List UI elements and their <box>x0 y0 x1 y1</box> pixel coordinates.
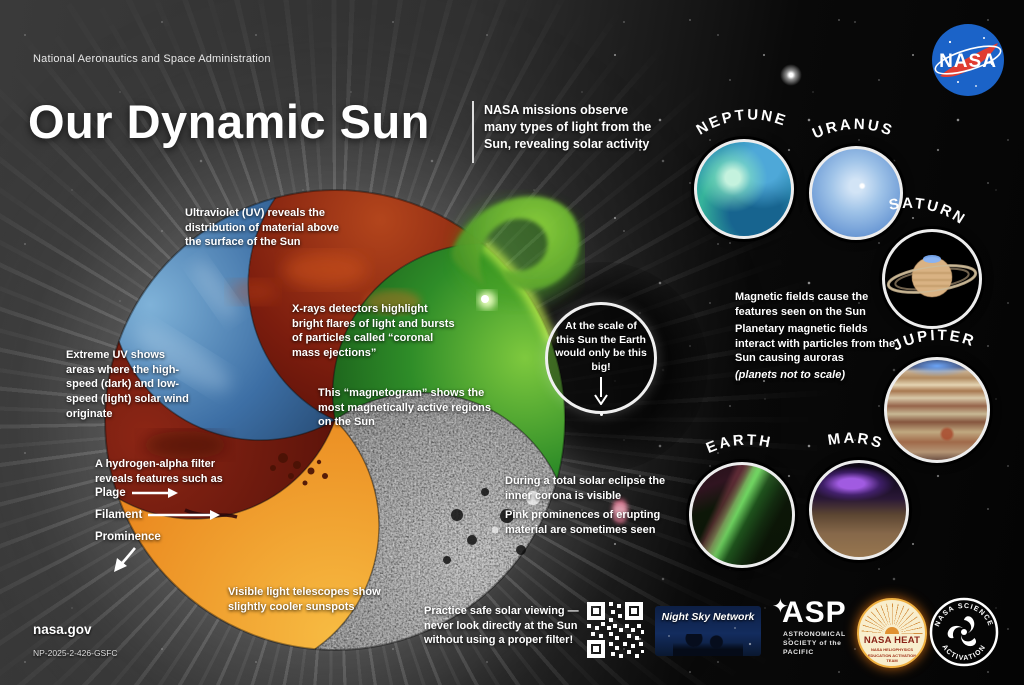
visible-note: Visible light telescopes show slightly c… <box>228 586 381 613</box>
swirl-icon <box>947 616 977 647</box>
planet-label-earth: EARTH <box>703 429 775 457</box>
eclipse-note-2: Pink prominences of erupting material ar… <box>505 509 661 536</box>
segment-visible <box>118 420 380 650</box>
planet-jupiter <box>884 357 990 463</box>
pink-prominence <box>612 498 628 524</box>
tiny-earth-dot <box>599 412 603 416</box>
nasa-logo-swoosh <box>940 43 998 78</box>
planet-label-uranus: URANUS <box>810 114 897 142</box>
svg-text:JUPITER: JUPITER <box>890 325 979 355</box>
planet-uranus <box>809 146 903 240</box>
agency-name: National Aeronautics and Space Administr… <box>33 53 271 65</box>
segment-extreme-uv <box>118 197 335 441</box>
down-left-arrow-icon <box>114 547 136 572</box>
segment-halpha <box>105 341 335 519</box>
night-sky-network-label: Night Sky Network <box>661 611 755 623</box>
qr-code <box>587 602 644 658</box>
earth-scale-text: At the scale of this Sun the Earth would… <box>555 320 647 373</box>
planet-label-jupiter: JUPITER <box>890 325 979 355</box>
right-arrow-icon <box>148 510 221 520</box>
nasa-heat-logo: NASA HEAT NASA HELIOPHYSICS EDUCATION AC… <box>857 598 927 668</box>
stargazers-silhouette <box>673 634 743 656</box>
asp-logo: ✦ ASP ASTRONOMICAL SOCIETY of the PACIFI… <box>766 596 862 666</box>
asp-acronym: ASP <box>782 596 847 629</box>
magnetogram-note: This “magnetogram” shows the most magnet… <box>318 387 492 429</box>
uv-note: Ultraviolet (UV) reveals the distributio… <box>185 207 340 249</box>
down-arrow-icon <box>594 376 608 406</box>
magnetic-note-2: Planetary magnetic fields interact with … <box>735 323 896 365</box>
subtitle: NASA missions observe many types of ligh… <box>484 103 652 151</box>
asp-sub-line: SOCIETY of the <box>783 640 842 648</box>
planet-saturn <box>882 229 982 329</box>
coronal-mass-ejection <box>451 196 584 344</box>
planet-mars <box>809 460 909 560</box>
magnetic-note-1: Magnetic fields cause the features seen … <box>735 291 869 318</box>
nasa-heat-subtitle: NASA HELIOPHYSICS EDUCATION ACTIVATION T… <box>867 647 917 664</box>
segment-ultraviolet <box>248 189 483 420</box>
feature-plage: Plage <box>95 487 180 499</box>
svg-text:URANUS: URANUS <box>810 114 897 142</box>
segment-seams <box>104 189 566 651</box>
planet-neptune <box>694 139 794 239</box>
planet-label-saturn: SATURN <box>884 188 971 230</box>
planet-label-neptune: NEPTUNE <box>692 102 791 139</box>
nasa-logo: NASA <box>932 24 1004 96</box>
svg-text:MARS: MARS <box>825 428 886 453</box>
night-sky-network-logo: Night Sky Network <box>655 606 761 656</box>
saturn-rings <box>886 255 978 298</box>
asp-sub-line: PACIFIC <box>783 649 814 657</box>
title-divider <box>472 101 474 163</box>
extreme-uv-note: Extreme UV shows areas where the high-sp… <box>66 349 189 420</box>
nasa-logo-orbit <box>934 45 1002 75</box>
nasa-gov-link: nasa.gov <box>33 622 92 637</box>
svg-text:EARTH: EARTH <box>703 429 775 457</box>
xray-note: X-rays detectors highlight bright flares… <box>292 303 455 359</box>
asp-sub-line: ASTRONOMICAL <box>783 631 846 638</box>
svg-text:SATURN: SATURN <box>884 188 971 230</box>
planet-earth <box>689 462 795 568</box>
rising-sun-icon <box>885 627 899 634</box>
feature-prominence: Prominence <box>95 531 161 543</box>
segment-textures <box>135 252 558 650</box>
grain-light <box>315 392 558 650</box>
nasa-science-activation-logo: NASA SCIENCE ACTIVATION <box>929 597 999 667</box>
nasa-heat-title: NASA HEAT <box>863 635 921 646</box>
safety-note: Practice safe solar viewing — never look… <box>424 605 579 647</box>
sun-wavelength-pinwheel <box>104 189 584 651</box>
planet-label-mars: MARS <box>825 428 886 453</box>
halpha-note: A hydrogen-alpha filter reveals features… <box>95 458 223 485</box>
feature-filament: Filament <box>95 509 222 521</box>
right-arrow-icon <box>131 488 178 498</box>
eclipse-note-1: During a total solar eclipse the inner c… <box>505 475 666 502</box>
page-title: Our Dynamic Sun <box>28 95 430 148</box>
planets-scale-note: (planets not to scale) <box>735 369 846 381</box>
publication-number: NP-2025-2-426-GSFC <box>33 648 118 658</box>
nasa-logo-wordmark: NASA <box>939 51 997 72</box>
earth-scale-circle: At the scale of this Sun the Earth would… <box>545 302 657 416</box>
star-sparkle-icon: ✦ <box>772 596 789 618</box>
